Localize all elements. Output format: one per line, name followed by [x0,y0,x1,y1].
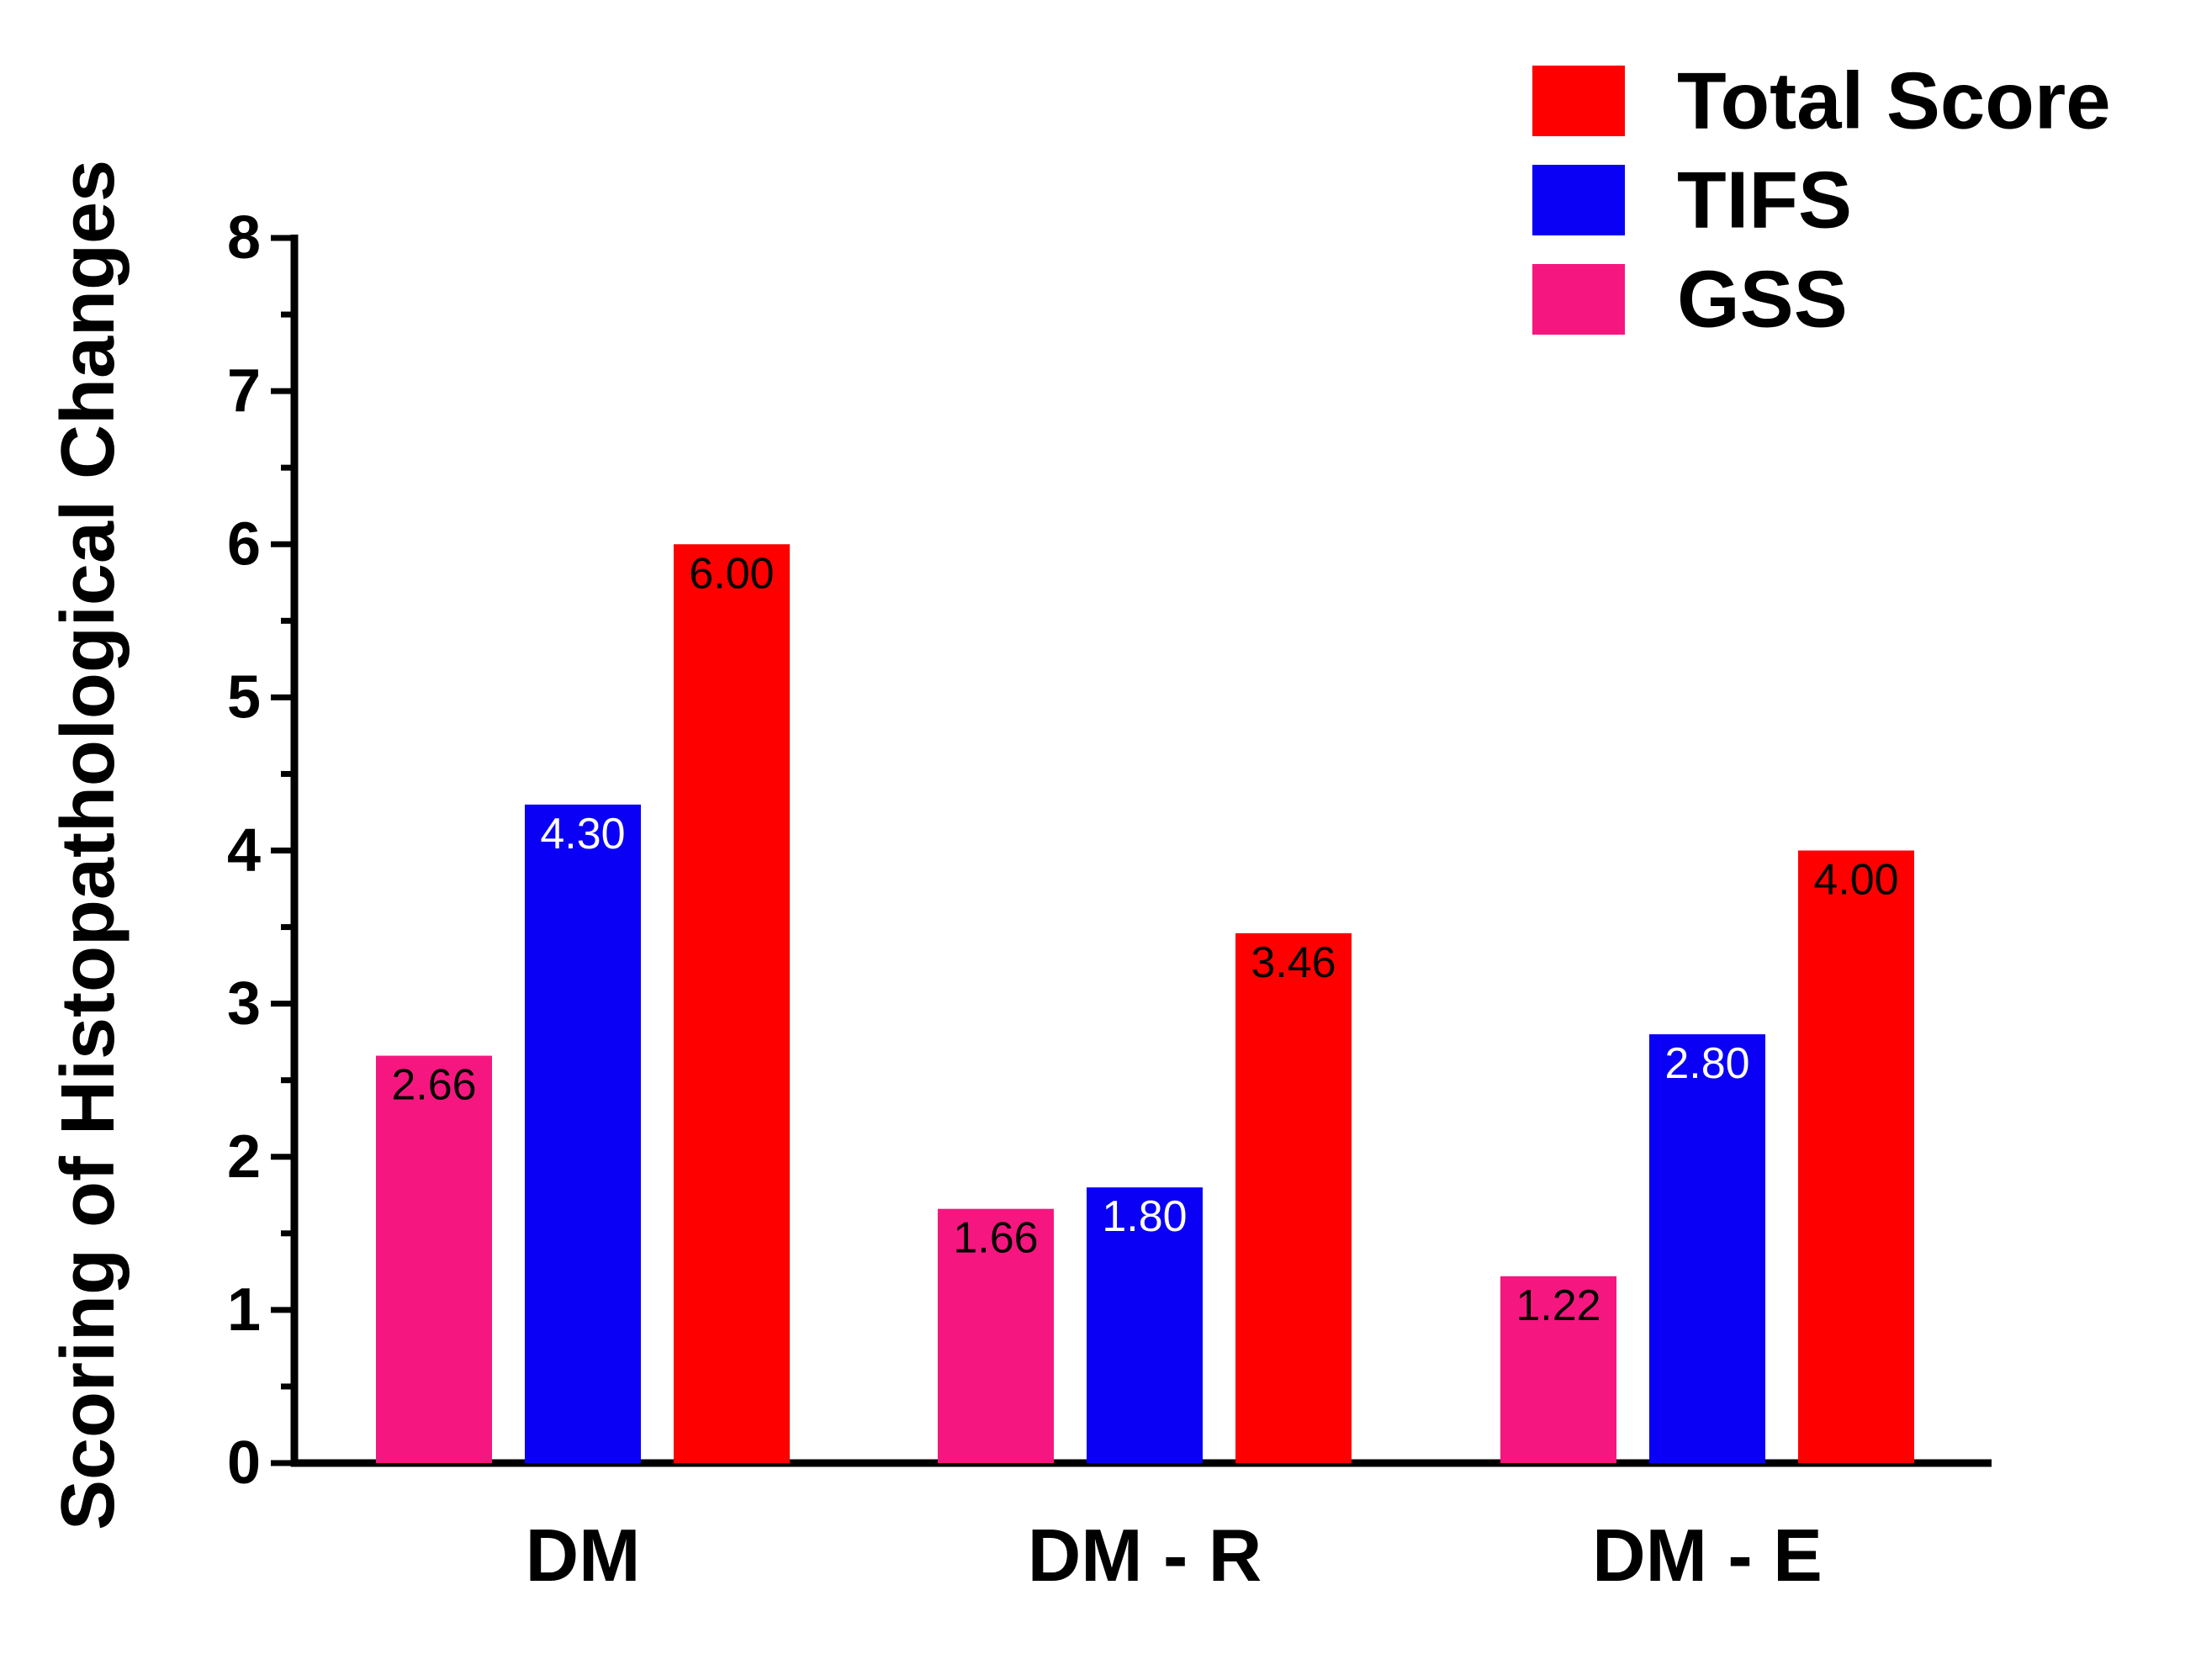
data-label: 2.80 [1664,1039,1749,1088]
data-labels: 2.66 4.30 6.00 1.66 1.80 3.46 1.22 2.80 4.00 [391,549,1898,1330]
bar-total-score [674,544,790,1463]
y-tick-label: 2 [227,1123,261,1191]
y-tick-label: 7 [227,357,261,425]
bar-gss [1500,1276,1616,1463]
bar-tifs [1649,1034,1765,1463]
y-tick-label: 6 [227,510,261,578]
data-label: 2.66 [391,1061,476,1110]
y-tick-label: 4 [227,817,261,885]
legend-label: Total Score [1677,56,2111,146]
y-tick-label: 5 [227,663,261,731]
y-tick-label: 1 [227,1276,261,1344]
bar-total-score [1235,932,1352,1463]
data-label: 1.80 [1102,1192,1187,1241]
bar-total-score [1798,850,1914,1463]
data-label: 1.22 [1516,1281,1600,1330]
data-label: 4.30 [540,810,625,858]
legend-swatch [1532,66,1625,136]
data-label: 6.00 [689,549,774,598]
data-label: 4.00 [1813,856,1898,905]
data-label: 3.46 [1251,938,1336,987]
x-category-label: DM - R [1028,1514,1262,1597]
legend-swatch [1532,165,1625,235]
bar-tifs [1087,1187,1203,1463]
y-tick-label: 8 [227,204,261,272]
legend-label: GSS [1677,255,1848,345]
x-category-label: DM [526,1514,641,1597]
y-tick-label: 3 [227,970,261,1038]
bars [376,544,1914,1463]
legend-label: TIFS [1677,156,1852,246]
data-label: 1.66 [953,1214,1038,1263]
legend-swatch [1532,264,1625,335]
y-axis-title: Scoring of Histopathological Changes [46,160,130,1530]
x-category-label: DM - E [1592,1514,1823,1597]
bar-gss [376,1055,492,1463]
y-tick-label: 0 [227,1429,261,1497]
bar-gss [938,1208,1054,1463]
bar-tifs [525,804,641,1463]
